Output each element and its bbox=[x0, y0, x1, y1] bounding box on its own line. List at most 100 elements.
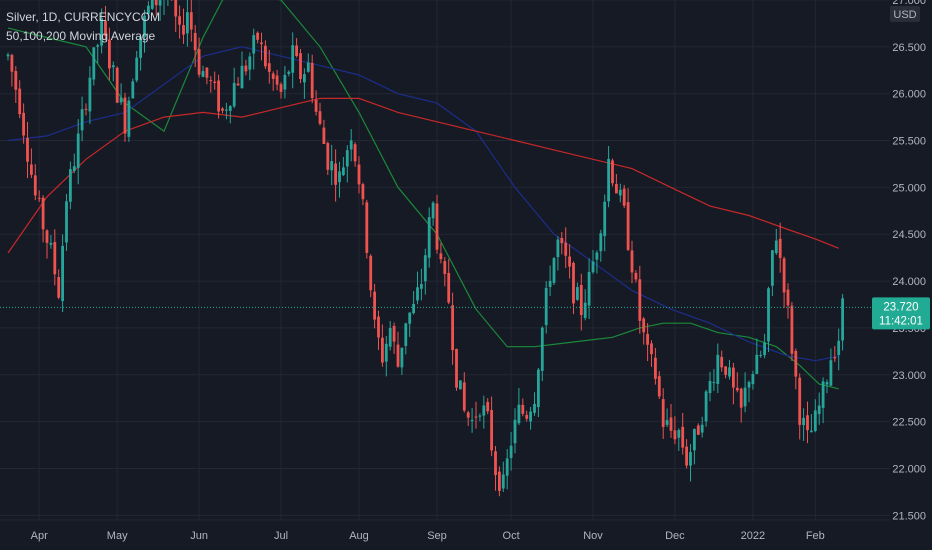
candle-body bbox=[774, 240, 778, 254]
candle-body bbox=[295, 45, 298, 57]
candle-body bbox=[76, 133, 80, 168]
candle-body bbox=[794, 350, 798, 377]
candle-body bbox=[100, 18, 103, 46]
candle-body bbox=[533, 403, 536, 413]
candle-body bbox=[318, 111, 322, 124]
candle-body bbox=[759, 354, 763, 356]
candle-body bbox=[595, 252, 599, 260]
candle-body bbox=[771, 250, 774, 286]
candle-body bbox=[330, 161, 334, 171]
candle-body bbox=[673, 430, 677, 440]
candle-body bbox=[271, 73, 275, 79]
time-tick-label: Oct bbox=[503, 530, 520, 542]
candle-body bbox=[521, 404, 525, 414]
candle-body bbox=[716, 354, 720, 384]
symbol-title[interactable]: Silver, 1D, CURRENCYCOM bbox=[6, 10, 161, 24]
price-tick-label: 26.500 bbox=[892, 42, 926, 54]
candle-body bbox=[665, 420, 669, 425]
candle-body bbox=[147, 5, 150, 14]
time-axis[interactable]: Apr May Jun Jul Aug Sep Oct Nov Dec 2022 Feb bbox=[0, 519, 932, 550]
candle-body bbox=[470, 419, 474, 422]
ma-100-line bbox=[7, 46, 839, 362]
candle-body bbox=[205, 67, 209, 78]
price-tick-label: 25.000 bbox=[892, 182, 926, 194]
candle-body bbox=[57, 277, 61, 298]
candle-body bbox=[267, 63, 271, 72]
candle-body bbox=[314, 99, 318, 112]
candle-body bbox=[466, 412, 470, 418]
candle-body bbox=[494, 451, 497, 476]
candle-body bbox=[357, 164, 361, 185]
candle-body bbox=[349, 140, 353, 150]
candle-body bbox=[248, 56, 252, 70]
price-tick-label: 25.500 bbox=[892, 136, 926, 148]
candle-body bbox=[451, 305, 454, 351]
candle-body bbox=[607, 158, 610, 202]
candle-body bbox=[751, 374, 755, 385]
candle-body bbox=[115, 67, 119, 103]
candle-body bbox=[599, 233, 603, 252]
candle-body bbox=[416, 287, 419, 301]
candle-body bbox=[30, 164, 33, 175]
candle-body bbox=[576, 287, 579, 300]
candle-body bbox=[829, 360, 833, 386]
candle-body bbox=[439, 253, 443, 260]
candle-body bbox=[6, 54, 10, 57]
time-tick-label: Aug bbox=[349, 530, 369, 542]
candle-body bbox=[260, 42, 263, 45]
candle-body bbox=[544, 287, 548, 326]
candle-body bbox=[303, 74, 306, 83]
candle-body bbox=[104, 21, 107, 37]
candle-body bbox=[252, 35, 256, 54]
candle-body bbox=[135, 57, 139, 81]
candle-body bbox=[388, 328, 392, 347]
candle-body bbox=[326, 143, 330, 170]
candle-body bbox=[88, 77, 92, 112]
candle-body bbox=[225, 109, 228, 111]
candle-body bbox=[802, 417, 805, 426]
candle-body bbox=[84, 108, 88, 110]
price-tick-label: 22.500 bbox=[892, 417, 926, 429]
candle-body bbox=[217, 80, 220, 112]
last-price-tag: 23.720 11:42:01 bbox=[872, 297, 930, 330]
candle-body bbox=[579, 284, 583, 315]
candle-body bbox=[755, 354, 759, 374]
candle-body bbox=[291, 45, 295, 73]
candle-body bbox=[767, 288, 770, 342]
candle-body bbox=[720, 356, 724, 368]
candle-body bbox=[821, 381, 825, 408]
chart-legend: Silver, 1D, CURRENCYCOM 50,100,200 Movin… bbox=[6, 8, 160, 46]
candle-body bbox=[377, 316, 380, 338]
price-tick-label: 21.500 bbox=[892, 510, 926, 522]
candle-body bbox=[693, 429, 696, 451]
candle-body bbox=[630, 250, 634, 273]
candle-body bbox=[373, 291, 376, 320]
time-tick-label: 2022 bbox=[741, 530, 765, 542]
candle-body bbox=[61, 245, 64, 302]
bar-countdown: 11:42:01 bbox=[879, 315, 923, 327]
candle-body bbox=[817, 405, 821, 415]
candle-body bbox=[556, 239, 560, 258]
candle-body bbox=[384, 343, 388, 362]
currency-label-box bbox=[890, 6, 920, 22]
candle-body bbox=[462, 382, 466, 411]
candle-body bbox=[119, 97, 123, 103]
candle-body bbox=[381, 337, 384, 363]
candle-body bbox=[80, 109, 84, 131]
candle-body bbox=[361, 184, 365, 200]
candle-body bbox=[833, 357, 837, 359]
price-axis[interactable]: 27.000 26.500 26.000 25.500 25.000 24.500 24.0… bbox=[890, 0, 932, 550]
candle-body bbox=[696, 425, 700, 435]
candle-body bbox=[420, 284, 423, 289]
candle-body bbox=[790, 305, 794, 354]
candle-body bbox=[396, 344, 400, 367]
candle-body bbox=[735, 387, 739, 391]
candle-body bbox=[275, 75, 279, 85]
candle-body bbox=[232, 82, 236, 107]
indicator-title[interactable]: 50,100,200 Moving Average bbox=[6, 29, 156, 43]
candle-body bbox=[825, 382, 829, 385]
candle-body bbox=[806, 415, 809, 431]
candle-body bbox=[18, 88, 22, 115]
time-tick-label: Dec bbox=[665, 530, 685, 542]
